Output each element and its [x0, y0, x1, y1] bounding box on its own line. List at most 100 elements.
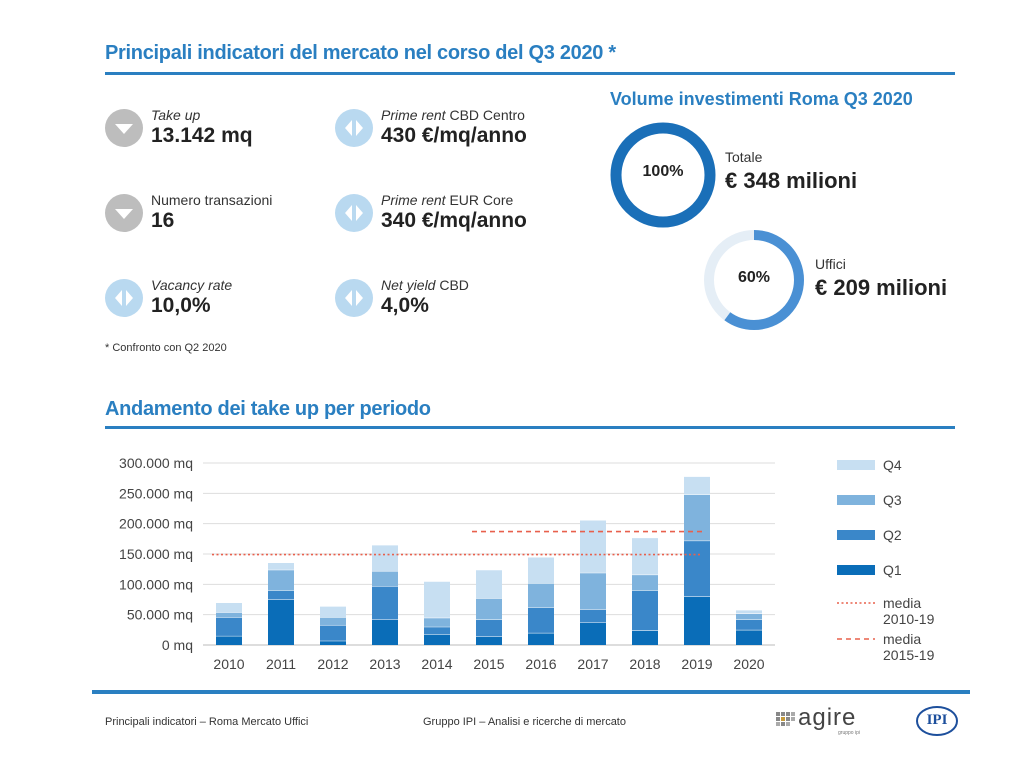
bar-q3-2017	[580, 572, 606, 610]
x-tick-label: 2010	[213, 656, 244, 672]
indicator-value: 340 €/mq/anno	[381, 209, 527, 232]
agire-logo: agire gruppo ipi	[776, 704, 886, 736]
total-label: Totale	[725, 149, 763, 165]
legend-label-line1: media	[883, 631, 921, 647]
bar-q2-2015	[476, 619, 502, 637]
y-tick-label: 50.000 mq	[127, 607, 193, 623]
indicator-value: 10,0%	[151, 294, 211, 317]
y-tick-label: 200.000 mq	[119, 516, 193, 532]
take-up-chart: 0 mq 50.000 mq 100.000 mq 150.000 mq 200.000…	[119, 455, 935, 672]
bar-q1-2020	[736, 629, 762, 645]
bar-q3-2013	[372, 570, 398, 587]
legend-label-q1: Q1	[883, 562, 902, 578]
total-value: € 348 milioni	[725, 168, 858, 193]
trend-down-icon	[105, 194, 143, 232]
indicator-value: 13.142 mq	[151, 124, 253, 147]
legend-label-line1: media	[883, 595, 921, 611]
bar-q4-2013	[372, 544, 398, 571]
bar-q4-2015	[476, 569, 502, 599]
legend-label-q4: Q4	[883, 457, 902, 473]
donut-offices-arc	[704, 230, 804, 330]
bar-q3-2020	[736, 613, 762, 620]
bar-q2-2016	[528, 607, 554, 633]
trend-stable-icon	[335, 194, 373, 232]
x-tick-label: 2011	[266, 656, 296, 672]
y-tick-label: 300.000 mq	[119, 455, 193, 471]
indicator-vacancy: Vacancy rate 10,0%	[105, 277, 335, 327]
bar-q4-2011	[268, 562, 294, 570]
indicator-prime-rent-eur: Prime rent EUR Core 340 €/mq/anno	[335, 192, 565, 242]
bar-q4-2014	[424, 581, 450, 618]
indicator-prime-rent-cbd: Prime rent CBD Centro 430 €/mq/anno	[335, 107, 565, 157]
bar-q2-2011	[268, 590, 294, 600]
bar-q4-2017	[580, 520, 606, 573]
bar-q4-2016	[528, 557, 554, 584]
indicator-net-yield: Net yield CBD 4,0%	[335, 277, 565, 327]
footer-left: Principali indicatori – Roma Mercato Uff…	[105, 716, 309, 728]
legend-swatch-q3	[837, 495, 875, 505]
volume-title: Volume investimenti Roma Q3 2020	[610, 89, 913, 109]
bar-q2-2012	[320, 624, 346, 641]
trend-stable-icon	[335, 109, 373, 147]
bar-q1-2011	[268, 599, 294, 645]
bar-q2-2014	[424, 626, 450, 635]
indicator-transactions: Numero transazioni 16	[105, 192, 335, 242]
indicator-take-up: Take up 13.142 mq	[105, 107, 335, 157]
y-tick-label: 250.000 mq	[119, 485, 193, 501]
footer-rule	[92, 690, 970, 694]
donut-total-percent: 100%	[642, 163, 684, 180]
offices-label: Uffici	[815, 256, 846, 272]
donut-total-arc	[610, 122, 716, 228]
bar-q3-2014	[424, 617, 450, 627]
legend-label-line2: 2015-19	[883, 647, 935, 663]
offices-value: € 209 milioni	[815, 275, 948, 300]
bar-q1-2016	[528, 632, 554, 645]
legend-label-q2: Q2	[883, 527, 902, 543]
agire-dots-icon	[776, 712, 795, 726]
ipi-logo: IPI	[916, 706, 958, 736]
bar-q3-2018	[632, 574, 658, 591]
trend-stable-icon	[335, 279, 373, 317]
bar-q1-2014	[424, 634, 450, 645]
indicator-value: 4,0%	[381, 294, 429, 317]
donut-offices-percent: 60%	[737, 269, 771, 286]
bar-q2-2020	[736, 619, 762, 630]
bar-q3-2010	[216, 612, 242, 618]
trend-stable-icon	[105, 279, 143, 317]
bar-q1-2017	[580, 622, 606, 645]
bar-q2-2018	[632, 590, 658, 631]
donut-total	[610, 122, 716, 228]
bar-q1-2010	[216, 635, 242, 645]
chart-section-title: Andamento dei take up per periodo	[105, 398, 431, 420]
donut-offices	[704, 230, 804, 330]
y-tick-label: 100.000 mq	[119, 576, 193, 592]
x-tick-label: 2019	[681, 656, 712, 672]
bar-q4-2020	[736, 609, 762, 614]
indicator-value: 430 €/mq/anno	[381, 124, 527, 147]
bar-q2-2017	[580, 609, 606, 623]
title-rule	[105, 72, 955, 75]
y-tick-label: 0 mq	[162, 637, 193, 653]
bar-q4-2012	[320, 606, 346, 618]
bar-q3-2011	[268, 569, 294, 591]
bar-q2-2019	[684, 540, 710, 597]
x-tick-label: 2018	[629, 656, 660, 672]
bar-q4-2019	[684, 476, 710, 495]
footnote: * Confronto con Q2 2020	[105, 342, 227, 354]
bar-q1-2018	[632, 630, 658, 645]
bar-q1-2015	[476, 636, 502, 645]
bar-q1-2019	[684, 596, 710, 645]
y-tick-label: 150.000 mq	[119, 546, 193, 562]
bar-q2-2013	[372, 586, 398, 620]
indicator-value: 16	[151, 209, 175, 232]
bar-q3-2015	[476, 598, 502, 620]
x-tick-label: 2016	[525, 656, 556, 672]
x-tick-label: 2013	[369, 656, 400, 672]
legend-label-q3: Q3	[883, 492, 902, 508]
legend-swatch-q1	[837, 565, 875, 575]
bar-q4-2010	[216, 602, 242, 613]
x-tick-label: 2015	[473, 656, 504, 672]
legend-swatch-q4	[837, 460, 875, 470]
x-tick-label: 2020	[733, 656, 764, 672]
bar-q1-2013	[372, 619, 398, 645]
